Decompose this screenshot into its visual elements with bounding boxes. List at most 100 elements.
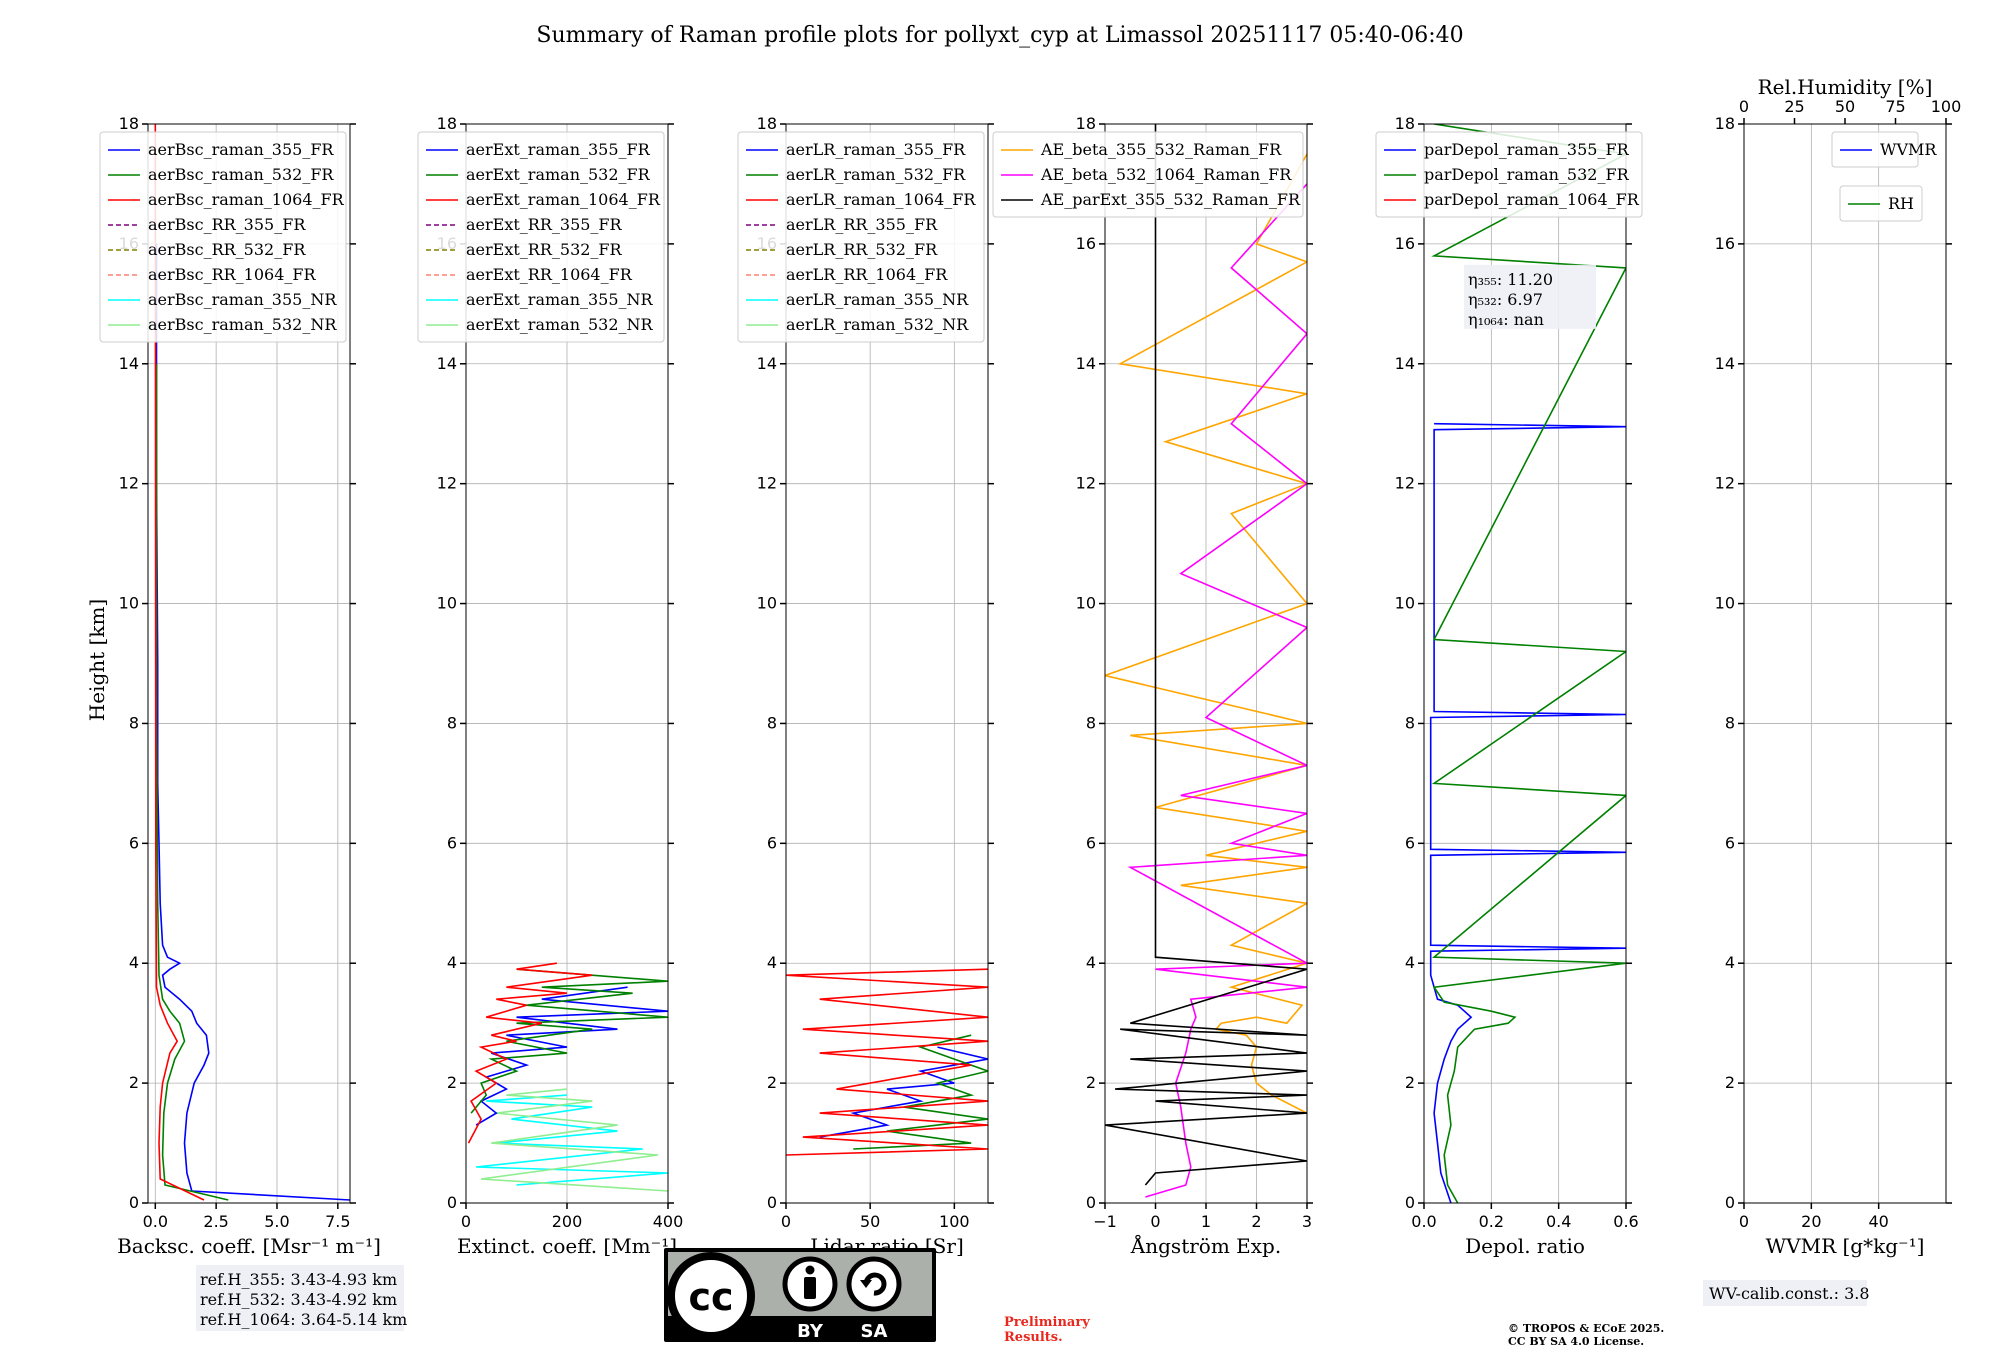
x-tick-label: 0.0 [143,1212,168,1231]
series-group-ext [467,962,668,1192]
series-aerExt_raman_532_NR [480,1088,668,1192]
x-tick-label: 0.2 [1479,1212,1504,1231]
legend-entry: aerBsc_raman_532_NR [148,315,337,334]
x-tick-label: 0 [781,1212,791,1231]
y-tick-label: 10 [1715,594,1735,613]
x-tick-label: 1 [1201,1212,1211,1231]
series-aerLR_raman_1064_FR [786,968,988,1156]
y-axis-label: Height [km] [85,599,109,721]
top-x-axis-label: Rel.Humidity [%] [1758,75,1933,99]
legend-entry: aerExt_RR_532_FR [466,240,623,259]
y-tick-label: 14 [1715,354,1735,373]
series-aerExt_raman_532_FR [470,968,668,1114]
y-tick-label: 0 [1405,1193,1415,1212]
legend-box [99,131,347,343]
x-tick-label: 20 [1801,1212,1821,1231]
y-tick-label: 2 [1405,1073,1415,1092]
legend-entry: AE_beta_355_532_Raman_FR [1040,140,1282,159]
y-tick-label: 14 [1395,354,1415,373]
x-tick-label: 0 [1150,1212,1160,1231]
y-tick-label: 16 [1395,234,1415,253]
y-tick-label: 10 [119,594,139,613]
series-aerExt_raman_355_FR [475,986,668,1126]
preliminary-line-2: Results. [1004,1330,1063,1345]
ref-heights-box: ref.H_355: 3.43-4.93 km ref.H_532: 3.43-… [196,1265,407,1331]
x-tick-label: 50 [860,1212,880,1231]
legend-entry: aerBsc_RR_355_FR [148,215,306,234]
y-tick-label: 6 [1405,833,1415,852]
legend-bsc: aerBsc_raman_355_FR aerBsc_raman_532_FRae… [99,131,347,343]
legend-entry: aerExt_raman_532_NR [466,315,654,334]
series-group-depol [1429,124,1626,1203]
y-tick-label: 8 [767,713,777,732]
figure-title: Summary of Raman profile plots for polly… [536,23,1463,48]
y-tick-label: 0 [129,1193,139,1212]
legend-entry: aerBsc_raman_1064_FR [148,190,345,209]
y-tick-label: 8 [1086,713,1096,732]
panel-lr: 024681012141618050100Lidar ratio [Sr]aer… [737,114,994,1258]
y-tick-label: 14 [437,354,457,373]
wv-calib-text: WV-calib.const.: 3.8 [1709,1284,1870,1303]
series-aerExt_raman_1064_FR [467,962,593,1144]
y-tick-label: 18 [757,114,777,133]
legend-entry: parDepol_raman_355_FR [1424,140,1630,159]
y-tick-label: 16 [1715,234,1735,253]
legend-entry: WVMR [1880,140,1937,159]
y-tick-label: 0 [447,1193,457,1212]
x-axis-label-depol: Depol. ratio [1465,1234,1585,1258]
cc-logo-icon [667,1252,755,1340]
series-aerBsc_raman_355_FR [155,243,350,1201]
y-tick-label: 2 [767,1073,777,1092]
series-aerBsc_raman_1064_FR [154,124,205,1201]
eta-annotation-box [1464,264,1596,329]
share-alike-icon [846,1256,902,1312]
y-tick-label: 12 [119,474,139,493]
series-group-bsc [154,124,350,1201]
legend-entry: aerExt_raman_1064_FR [466,190,661,209]
x-tick-label: 2.5 [203,1212,228,1231]
top-x-tick-label: 75 [1885,97,1905,116]
y-tick-label: 14 [119,354,139,373]
y-tick-label: 10 [437,594,457,613]
ref-height-1064: ref.H_1064: 3.64-5.14 km [200,1310,407,1329]
y-tick-label: 0 [1725,1193,1735,1212]
y-tick-label: 12 [437,474,457,493]
y-tick-label: 2 [1725,1073,1735,1092]
y-tick-label: 6 [447,833,457,852]
y-tick-label: 10 [1076,594,1096,613]
y-tick-label: 10 [757,594,777,613]
legend-entry: aerBsc_RR_532_FR [148,240,306,259]
series-aerBsc_raman_532_FR [155,363,229,1201]
series-AE_beta_532_1064_Raman_FR [1127,183,1307,1198]
y-tick-label: 16 [1076,234,1096,253]
series-aerExt_raman_355_NR [476,1094,668,1186]
copyright-line-1: © TROPOS & ECoE 2025. [1508,1322,1664,1335]
copyright-line-2: CC BY SA 4.0 License. [1508,1335,1644,1348]
x-axis-label-ext: Extinct. coeff. [Mm⁻¹] [457,1234,677,1258]
y-tick-label: 4 [1086,953,1096,972]
x-tick-label: 400 [653,1212,684,1231]
y-tick-label: 6 [1725,833,1735,852]
top-x-tick-label: 50 [1835,97,1855,116]
y-tick-label: 8 [447,713,457,732]
y-tick-label: 12 [757,474,777,493]
legend-entry: aerBsc_RR_1064_FR [148,265,317,284]
x-tick-label: 100 [939,1212,970,1231]
legend-entry: aerLR_raman_355_NR [786,290,969,309]
legend-entry: aerLR_RR_532_FR [786,240,938,259]
eta-line: η₁₀₆₄: nan [1468,310,1544,329]
y-tick-label: 8 [1405,713,1415,732]
y-tick-label: 18 [119,114,139,133]
y-tick-label: 18 [437,114,457,133]
series-parDepol_raman_355_FR [1429,422,1626,1203]
legend-entry: aerExt_raman_355_NR [466,290,654,309]
legend-depol: parDepol_raman_355_FR parDepol_raman_532_… [1375,131,1643,218]
axes-frame-lr [785,123,989,1204]
legend-box [992,131,1304,218]
y-tick-label: 8 [129,713,139,732]
preliminary-line-1: Preliminary [1004,1315,1090,1330]
legend-entry: aerLR_raman_355_FR [786,140,966,159]
legend-entry: aerExt_raman_355_FR [466,140,651,159]
